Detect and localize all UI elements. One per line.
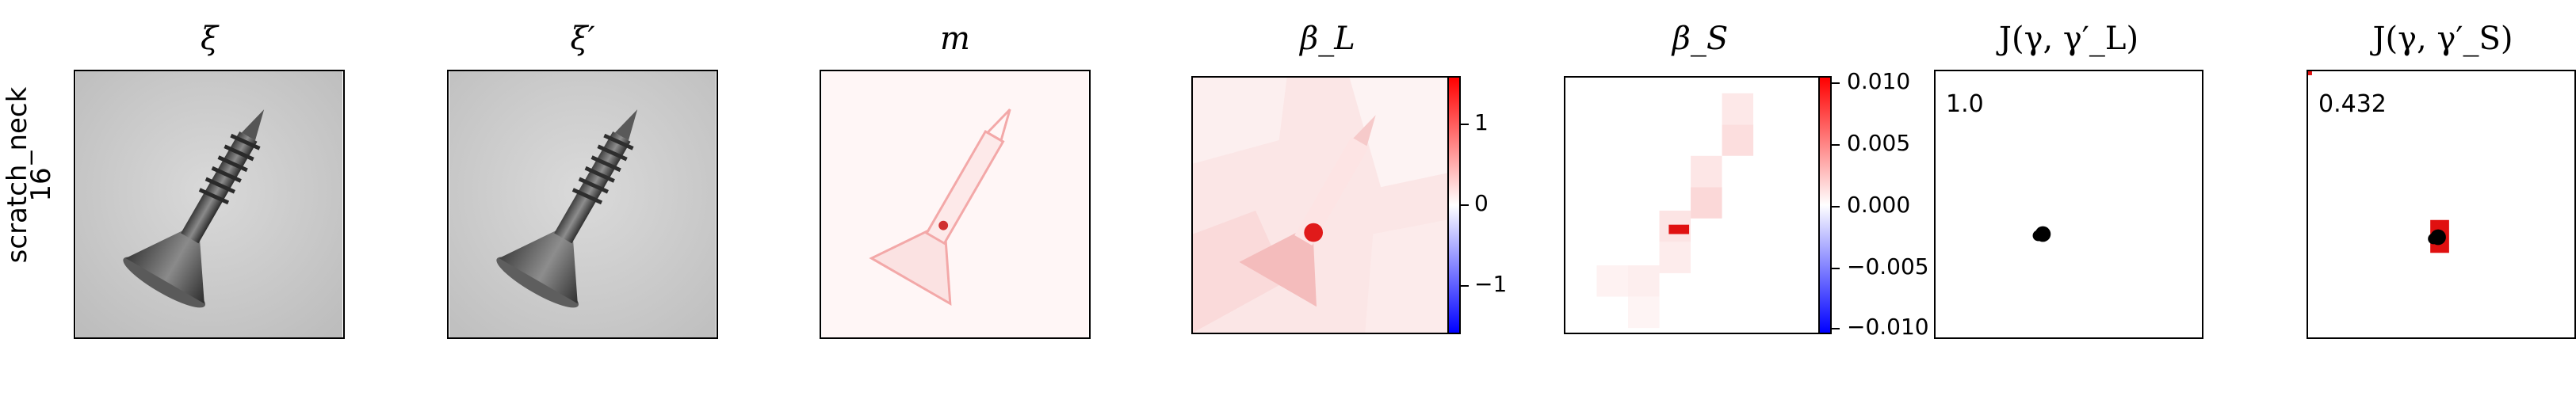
screw-shape <box>496 109 638 308</box>
colorbar-s-tick <box>1832 144 1840 146</box>
title-beta-l: β_L <box>1300 21 1355 57</box>
title-beta-s: β_S <box>1672 21 1729 57</box>
colorbar-l-label: −1 <box>1474 271 1508 297</box>
title-j-l: J(γ, γ′_L) <box>1998 21 2139 57</box>
mask-overlay-l <box>1936 71 2202 337</box>
colorbar-l-label: 0 <box>1474 190 1489 216</box>
title-j-s: J(γ, γ′_S) <box>2372 21 2513 57</box>
colorbar-s-label: 0.000 <box>1847 192 1911 218</box>
colorbar-s-label: 0.005 <box>1847 130 1911 156</box>
image-j-l <box>1934 70 2203 339</box>
colorbar-l-tick <box>1461 124 1469 125</box>
row-label-index: 16 <box>25 167 57 202</box>
title-m: m <box>940 21 970 57</box>
colorbar-s-label: −0.010 <box>1847 314 1929 340</box>
attribution-map-s <box>1565 78 1824 333</box>
image-beta-s <box>1564 76 1825 334</box>
row-label: scratch_neck 16 <box>0 63 75 301</box>
heat-cells <box>1596 93 1754 329</box>
colorbar-s-tick <box>1832 268 1840 269</box>
colorbar-l-label: 1 <box>1474 109 1489 135</box>
colorbar-s-tick <box>1832 206 1840 208</box>
score-j-s: 0.432 <box>2318 90 2387 118</box>
image-m <box>820 70 1091 339</box>
screw-image-original <box>76 71 342 337</box>
colorbar-s <box>1818 76 1832 334</box>
screw-shape <box>123 109 265 308</box>
colorbar-s-tick <box>1832 328 1840 329</box>
screw-image-reconstruction <box>449 71 716 337</box>
attribution-map-l <box>1193 78 1454 333</box>
image-j-s <box>2307 70 2576 339</box>
mask-overlay-s <box>2308 71 2574 337</box>
colorbar-s-label: 0.010 <box>1847 68 1911 94</box>
image-beta-l <box>1191 76 1456 334</box>
score-j-l: 1.0 <box>1946 90 1984 118</box>
title-xi: ξ <box>200 21 219 57</box>
colorbar-s-tick <box>1832 82 1840 84</box>
image-xi <box>74 70 345 339</box>
difference-map <box>822 71 1088 337</box>
colorbar-s-label: −0.005 <box>1847 253 1929 280</box>
colorbar-l <box>1447 76 1461 334</box>
colorbar-l-tick <box>1461 285 1469 287</box>
image-xi-prime <box>447 70 718 339</box>
title-xi-prime: ξ′ <box>570 21 595 57</box>
colorbar-l-tick <box>1461 204 1469 206</box>
